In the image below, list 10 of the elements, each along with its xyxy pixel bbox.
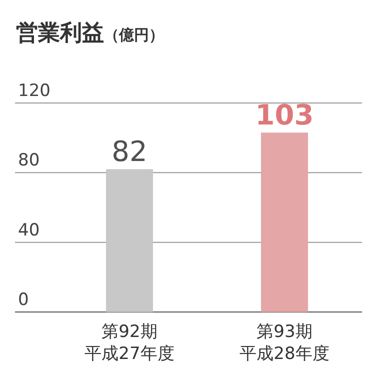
y-tick-label: 0 [18, 290, 29, 310]
x-tick-label: 第92期平成27年度 [84, 321, 176, 365]
chart-title: 営業利益 [16, 21, 104, 46]
data-label: 82 [112, 135, 148, 168]
y-tick-label: 40 [18, 220, 40, 240]
y-tick-label: 120 [18, 81, 50, 101]
y-axis-title: （億円） [104, 26, 164, 44]
data-label: 103 [255, 98, 314, 132]
y-tick-label: 80 [18, 150, 40, 171]
x-tick-label: 第93期平成28年度 [238, 321, 330, 365]
